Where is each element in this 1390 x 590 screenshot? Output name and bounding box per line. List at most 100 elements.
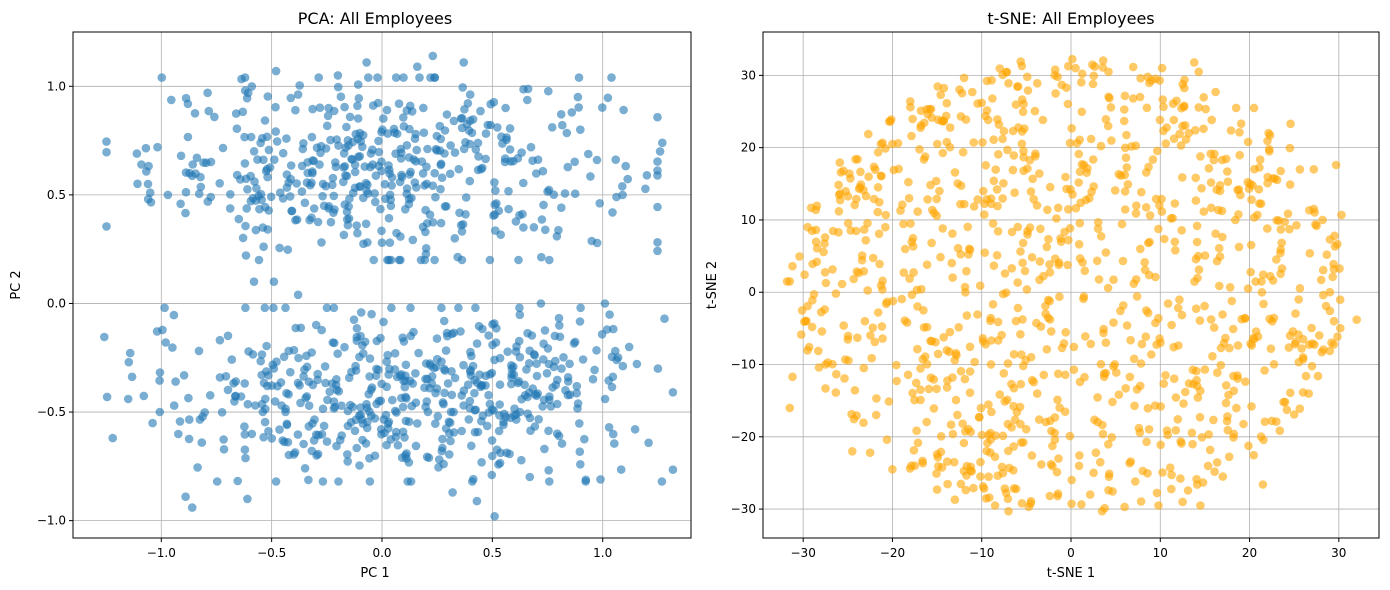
pca-point-149 [259, 242, 268, 251]
tsne-point-971 [1075, 254, 1085, 263]
pca-point-423 [292, 179, 302, 188]
tsne-point-633 [888, 296, 898, 306]
tsne-point-883 [1221, 154, 1231, 164]
tsne-point-672 [980, 199, 989, 209]
tsne-point-372 [846, 226, 856, 235]
tsne-point-325 [1053, 203, 1063, 213]
tsne-point-19 [881, 222, 890, 232]
tsne-point-960 [1052, 214, 1061, 223]
pca-point-252 [386, 195, 396, 204]
pca-point-845 [385, 364, 394, 374]
tsne-point-832 [828, 359, 837, 369]
tsne-point-389 [1178, 173, 1187, 182]
tsne-point-384 [1054, 454, 1063, 463]
tsne-point-388 [1192, 221, 1202, 231]
tsne-point-124 [1064, 235, 1073, 245]
pca-point-322 [405, 170, 415, 179]
pca-point-285 [436, 159, 446, 169]
tsne-point-1023 [1231, 103, 1241, 113]
tsne-point-442 [1075, 451, 1084, 460]
tsne-point-838 [1212, 458, 1222, 467]
pca-point-38 [285, 192, 295, 201]
pca-point-5 [532, 169, 541, 178]
tsne-point-682 [966, 462, 976, 472]
tsne-point-598 [1016, 247, 1025, 256]
tsne-point-675 [1275, 426, 1285, 436]
pca-point-968 [668, 465, 678, 475]
pca-point-255 [308, 104, 317, 114]
tsne-point-514 [868, 323, 878, 333]
pca-point-301 [408, 235, 418, 245]
tsne-point-454 [1148, 155, 1158, 164]
pca-point-738 [299, 372, 308, 381]
tsne-point-85 [1009, 151, 1019, 160]
pca-point-372 [490, 178, 499, 187]
tsne-point-757 [1223, 177, 1233, 186]
pca-point-20 [557, 203, 566, 212]
pca-point-879 [499, 409, 509, 419]
tsne-point-539 [861, 236, 871, 245]
tsne-point-750 [910, 395, 919, 405]
pca-point-934 [449, 407, 458, 417]
pca-point-262 [474, 152, 483, 161]
tsne-point-449 [1037, 460, 1046, 469]
tsne-point-1038 [1196, 501, 1205, 510]
pca-point-95 [353, 228, 362, 238]
pca-point-609 [267, 434, 277, 443]
pca-point-198 [218, 143, 228, 153]
tsne-point-744 [1000, 484, 1010, 493]
tsne-point-521 [965, 342, 975, 352]
tsne-point-991 [951, 395, 961, 405]
pca-point-638 [340, 342, 349, 352]
tsne-point-531 [1065, 224, 1075, 233]
tsne-point-979 [1159, 126, 1168, 136]
tsne-point-241 [1063, 99, 1073, 109]
tsne-point-549 [948, 273, 957, 282]
tsne-point-978 [806, 203, 816, 213]
pca-point-100 [399, 113, 408, 122]
pca-point-688 [304, 422, 314, 431]
tsne-point-73 [795, 252, 804, 261]
tsne-point-395 [1093, 224, 1103, 233]
pca-point-1038 [293, 290, 303, 300]
tsne-point-695 [1003, 145, 1012, 155]
pca-point-491 [241, 453, 250, 463]
pca-point-453 [387, 181, 397, 190]
tsne-point-957 [886, 117, 895, 126]
tsne-point-918 [978, 334, 988, 343]
pca-point-955 [413, 419, 422, 428]
tsne-point-242 [948, 373, 957, 382]
tsne-point-195 [1077, 107, 1087, 117]
pca-point-353 [396, 232, 405, 241]
pca-point-863 [550, 331, 560, 341]
tsne-point-737 [1162, 426, 1172, 435]
pca-point-1000 [108, 433, 117, 443]
pca-point-730 [337, 431, 347, 440]
pca-point-409 [206, 192, 216, 202]
tsne-point-711 [924, 384, 934, 394]
tsne-point-530 [1259, 299, 1268, 309]
pca-point-882 [404, 417, 414, 427]
tsne-point-62 [1199, 124, 1208, 134]
tsne-point-851 [897, 294, 907, 304]
tsne-point-794 [857, 255, 867, 265]
pca-point-727 [406, 331, 416, 341]
pca-point-183 [291, 105, 300, 115]
tsne-point-868 [874, 229, 884, 239]
pca-point-274 [459, 144, 469, 154]
pca-point-1023 [642, 171, 652, 180]
tsne-point-532 [1257, 288, 1267, 297]
tsne-point-218 [1013, 82, 1023, 91]
pca-point-749 [276, 378, 286, 387]
pca-point-408 [453, 252, 463, 262]
tsne-point-869 [892, 360, 901, 370]
pca-point-436 [502, 135, 511, 145]
tsne-point-926 [1036, 224, 1045, 234]
pca-point-120 [449, 116, 459, 126]
pca-point-787 [482, 421, 492, 431]
tsne-point-455 [927, 238, 936, 248]
pca-point-673 [314, 430, 323, 440]
pca-point-800 [399, 376, 408, 386]
pca-point-96 [354, 94, 364, 103]
pca-point-420 [153, 142, 162, 152]
